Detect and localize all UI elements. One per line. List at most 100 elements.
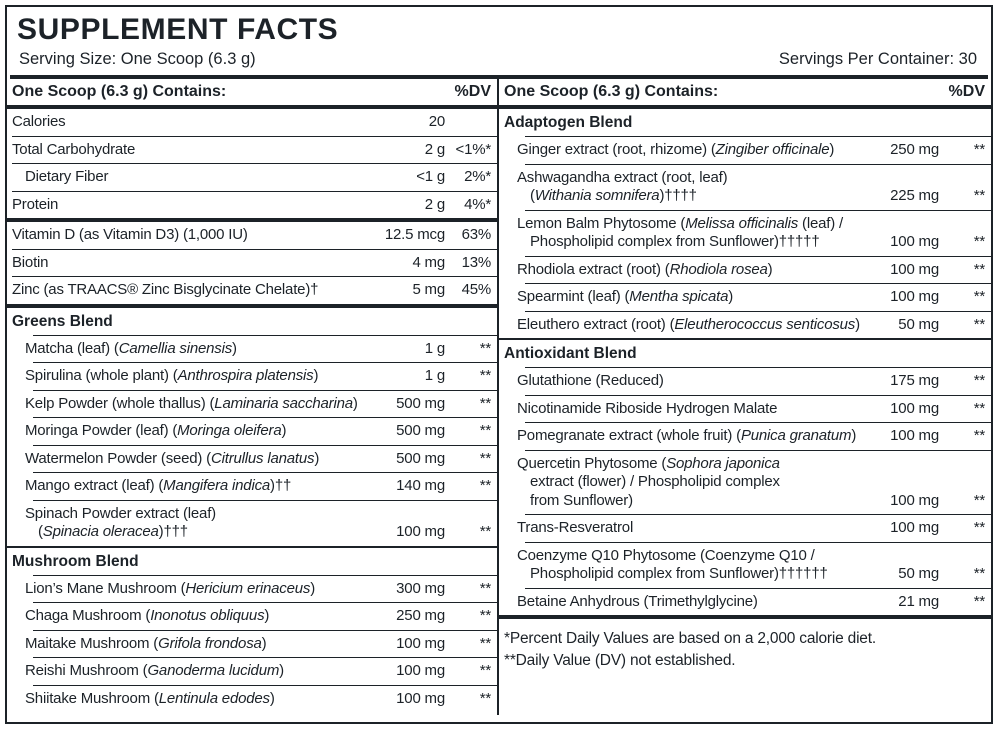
ingredient-name: Dietary Fiber <box>7 168 108 187</box>
serving-row: Serving Size: One Scoop (6.3 g) Servings… <box>17 47 979 75</box>
ingredient-name-line: Matcha (leaf) (Camellia sinensis) <box>25 340 237 359</box>
ingredient-text: Spirulina (whole plant) ( <box>25 367 178 384</box>
ingredient-name-line: Trans-Resveratrol <box>517 519 633 538</box>
ingredient-row: Maitake Mushroom (Grifola frondosa) 100 m… <box>7 631 497 658</box>
daily-value: ** <box>479 579 491 597</box>
panel-title: SUPPLEMENT FACTS <box>17 13 339 46</box>
ingredient-row: Dietary Fiber <1 g 2%* <box>7 164 497 191</box>
ingredient-row: Protein 2 g 4%* <box>7 192 497 219</box>
row-divider <box>33 499 497 501</box>
botanical-name: Citrullus lanatus <box>210 449 315 467</box>
ingredient-row: Total Carbohydrate 2 g <1%* <box>7 137 497 164</box>
column-header-bar <box>7 105 497 109</box>
supplement-facts-panel: SUPPLEMENT FACTS Serving Size: One Scoop… <box>5 5 993 724</box>
ingredient-name-line: Zinc (as TRAACS® Zinc Bisglycinate Chela… <box>12 281 318 300</box>
ingredient-name-line: Eleuthero extract (root) (Eleutherococcu… <box>517 316 860 335</box>
daily-value: ** <box>479 477 491 494</box>
botanical-name: Sophora japonica <box>666 454 780 472</box>
blend-section-title: Greens Blend <box>12 312 113 330</box>
ingredient-text: Phospholipid complex from Sunflower)††††… <box>530 565 828 582</box>
row-divider <box>33 657 497 658</box>
ingredient-text: Calories <box>12 113 66 130</box>
ingredient-text: ) <box>855 315 860 333</box>
ingredient-row: Nicotinamide Riboside Hydrogen Malate 100… <box>499 396 991 423</box>
ingredient-text: )†††† <box>659 187 697 204</box>
ingredient-text: Rhodiola extract (root) ( <box>517 260 670 278</box>
daily-value: ** <box>973 491 985 509</box>
row-divider <box>33 362 497 363</box>
blend-section-title: Mushroom Blend <box>12 552 139 570</box>
amount-value: 4 mg <box>412 253 445 271</box>
ingredient-row: Trans-Resveratrol 100 mg ** <box>499 515 991 542</box>
daily-value: ** <box>973 187 985 204</box>
amount-value: 12.5 mcg <box>384 226 445 243</box>
daily-value: 13% <box>461 253 492 271</box>
ingredient-text: Chaga Mushroom ( <box>25 607 151 624</box>
daily-value: ** <box>479 523 491 540</box>
ingredient-text: Spearmint (leaf) ( <box>517 288 630 305</box>
ingredient-text: Biotin <box>12 253 49 271</box>
ingredient-row: Ginger extract (root, rhizome) (Zingiber… <box>499 137 991 164</box>
daily-value: 2%* <box>464 168 491 185</box>
ingredient-name: Spearmint (leaf) (Mentha spicata) <box>499 288 733 307</box>
ingredient-name-line: Spirulina (whole plant) (Anthrospira pla… <box>25 367 318 386</box>
amount-value: 225 mg <box>890 187 939 204</box>
ingredient-name-line: Chaga Mushroom (Inonotus obliquus) <box>25 607 269 626</box>
ingredient-text: Zinc (as TRAACS® Zinc Bisglycinate Chela… <box>12 281 319 298</box>
ingredient-name: Glutathione (Reduced) <box>499 372 664 391</box>
row-divider <box>33 444 497 446</box>
ingredient-text: ) <box>314 449 320 467</box>
ingredient-name-line: (Withania somnifera)†††† <box>517 187 727 206</box>
ingredient-row: Ashwagandha extract (root, leaf) (Withani… <box>499 165 991 210</box>
ingredient-text: (leaf) / <box>798 214 843 232</box>
botanical-name: Lentinula edodes <box>158 689 270 707</box>
botanical-name: Mangifera indica <box>163 477 271 494</box>
footnotes: *Percent Daily Values are based on a 2,0… <box>499 619 991 671</box>
amount-value: 50 mg <box>898 315 939 333</box>
right-column-rows: Adaptogen Blend Ginger extract (root, rhi… <box>499 109 991 671</box>
row-divider <box>33 417 497 418</box>
daily-value: ** <box>973 141 985 158</box>
row-divider <box>12 276 497 277</box>
row-divider <box>12 248 497 250</box>
footnote-line: **Daily Value (DV) not established. <box>504 651 736 669</box>
amount-value: 300 mg <box>396 579 445 597</box>
ingredient-text: from Sunflower) <box>530 491 633 509</box>
ingredient-row: Spinach Powder extract (leaf) (Spinacia o… <box>7 501 497 546</box>
ingredient-name-line: Quercetin Phytosome (Sophora japonica <box>517 455 780 474</box>
ingredient-text: Coenzyme Q10 Phytosome (Coenzyme Q10 / <box>517 546 815 564</box>
ingredient-text: ) <box>767 260 773 278</box>
ingredient-row: Reishi Mushroom (Ganoderma lucidum) 100 m… <box>7 658 497 685</box>
amount-value: 50 mg <box>898 565 939 582</box>
ingredient-name: Ashwagandha extract (root, leaf) (Withani… <box>499 169 728 206</box>
ingredient-row: Kelp Powder (whole thallus) (Laminaria s… <box>7 391 497 418</box>
ingredient-name: Shiitake Mushroom (Lentinula edodes) <box>7 690 275 709</box>
botanical-name: Moringa oleifera <box>177 422 282 439</box>
daily-value: ** <box>479 449 491 467</box>
botanical-name: Laminaria saccharina <box>214 394 353 412</box>
ingredient-row: Zinc (as TRAACS® Zinc Bisglycinate Chela… <box>7 277 497 304</box>
amount-value: 100 mg <box>890 427 939 444</box>
amount-value: <1 g <box>416 168 445 185</box>
ingredient-name-line: Watermelon Powder (seed) (Citrullus lana… <box>25 450 319 469</box>
ingredient-row: Glutathione (Reduced) 175 mg ** <box>499 368 991 395</box>
ingredient-row: Spearmint (leaf) (Mentha spicata) 100 mg *… <box>499 284 991 311</box>
ingredient-name-line: Dietary Fiber <box>25 168 108 187</box>
botanical-name: Zingiber officinale <box>715 141 830 158</box>
amount-value: 100 mg <box>890 288 939 305</box>
row-divider <box>525 514 991 515</box>
daily-value: <1%* <box>455 140 492 158</box>
row-divider <box>525 449 991 451</box>
left-column-rows: Calories 20 Total Carbohydrate 2 g <1%* Dieta… <box>7 109 497 712</box>
amount-value: 20 <box>428 113 445 130</box>
ingredient-name-line: Rhodiola extract (root) (Rhodiola rosea) <box>517 260 773 280</box>
header-divider-bar <box>10 75 988 79</box>
daily-value: ** <box>973 315 985 333</box>
row-divider <box>12 190 497 192</box>
section-start-bar <box>7 545 497 548</box>
botanical-name: Ganoderma lucidum <box>147 662 280 679</box>
ingredient-name-line: (Spinacia oleracea)††† <box>25 523 216 542</box>
botanical-name: Rhodiola rosea <box>669 260 768 278</box>
daily-value: ** <box>973 565 985 582</box>
amount-value: 500 mg <box>396 449 445 467</box>
